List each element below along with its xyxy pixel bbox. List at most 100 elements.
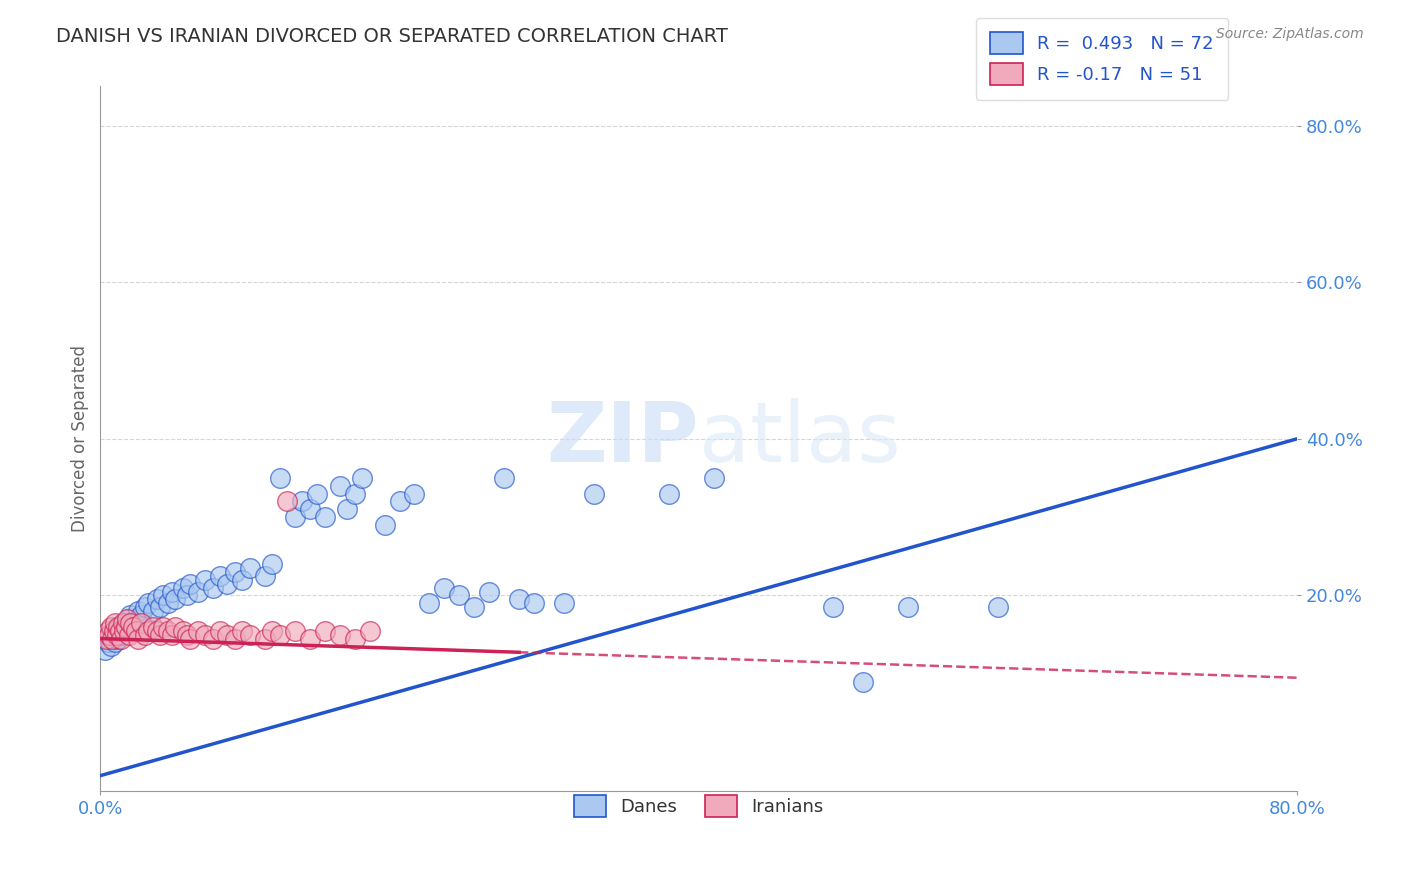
- Point: [110, 632, 132, 646]
- Point: [823, 600, 845, 615]
- Point: [897, 600, 920, 615]
- Point: [142, 604, 165, 618]
- Text: atlas: atlas: [699, 399, 900, 479]
- Point: [111, 627, 134, 641]
- Text: DANISH VS IRANIAN DIVORCED OR SEPARATED CORRELATION CHART: DANISH VS IRANIAN DIVORCED OR SEPARATED …: [56, 27, 728, 45]
- Point: [224, 632, 246, 646]
- Point: [136, 596, 159, 610]
- Legend: Danes, Iranians: Danes, Iranians: [567, 789, 831, 824]
- Point: [201, 632, 224, 646]
- Point: [253, 632, 276, 646]
- Point: [117, 612, 139, 626]
- Point: [112, 615, 135, 630]
- Point: [433, 581, 456, 595]
- Point: [120, 615, 142, 630]
- Point: [201, 581, 224, 595]
- Point: [176, 589, 198, 603]
- Point: [329, 479, 352, 493]
- Point: [284, 510, 307, 524]
- Point: [553, 596, 575, 610]
- Point: [239, 561, 262, 575]
- Point: [262, 557, 284, 571]
- Point: [107, 632, 129, 646]
- Point: [165, 620, 187, 634]
- Point: [269, 627, 291, 641]
- Point: [97, 635, 120, 649]
- Point: [134, 627, 156, 641]
- Point: [129, 615, 152, 630]
- Point: [494, 471, 516, 485]
- Point: [104, 635, 127, 649]
- Point: [127, 632, 149, 646]
- Point: [224, 565, 246, 579]
- Point: [103, 624, 125, 638]
- Point: [187, 584, 209, 599]
- Point: [103, 624, 125, 638]
- Point: [329, 627, 352, 641]
- Point: [253, 569, 276, 583]
- Point: [172, 624, 194, 638]
- Point: [388, 494, 411, 508]
- Point: [582, 486, 605, 500]
- Point: [463, 600, 485, 615]
- Point: [314, 510, 336, 524]
- Point: [217, 627, 239, 641]
- Point: [117, 620, 139, 634]
- Point: [101, 627, 124, 641]
- Point: [343, 632, 366, 646]
- Point: [107, 620, 129, 634]
- Point: [118, 612, 141, 626]
- Point: [194, 627, 217, 641]
- Text: Source: ZipAtlas.com: Source: ZipAtlas.com: [1216, 27, 1364, 41]
- Point: [352, 471, 374, 485]
- Y-axis label: Divorced or Separated: Divorced or Separated: [72, 345, 89, 533]
- Point: [120, 608, 142, 623]
- Point: [156, 596, 179, 610]
- Point: [298, 502, 321, 516]
- Point: [146, 592, 169, 607]
- Point: [658, 486, 681, 500]
- Point: [105, 620, 128, 634]
- Point: [122, 620, 145, 634]
- Point: [449, 589, 471, 603]
- Point: [134, 600, 156, 615]
- Point: [307, 486, 329, 500]
- Point: [987, 600, 1010, 615]
- Text: ZIP: ZIP: [546, 399, 699, 479]
- Point: [98, 632, 121, 646]
- Point: [703, 471, 725, 485]
- Point: [508, 592, 530, 607]
- Point: [129, 608, 152, 623]
- Point: [208, 569, 231, 583]
- Point: [404, 486, 426, 500]
- Point: [112, 624, 135, 638]
- Point: [291, 494, 314, 508]
- Point: [125, 624, 148, 638]
- Point: [359, 624, 381, 638]
- Point: [217, 576, 239, 591]
- Point: [118, 627, 141, 641]
- Point: [298, 632, 321, 646]
- Point: [314, 624, 336, 638]
- Point: [114, 620, 136, 634]
- Point: [105, 627, 128, 641]
- Point: [187, 624, 209, 638]
- Point: [374, 518, 396, 533]
- Point: [208, 624, 231, 638]
- Point: [152, 589, 174, 603]
- Point: [122, 615, 145, 630]
- Point: [269, 471, 291, 485]
- Point: [152, 620, 174, 634]
- Point: [418, 596, 440, 610]
- Point: [100, 640, 122, 654]
- Point: [100, 620, 122, 634]
- Point: [284, 624, 307, 638]
- Point: [160, 627, 183, 641]
- Point: [156, 624, 179, 638]
- Point: [98, 627, 121, 641]
- Point: [149, 600, 172, 615]
- Point: [239, 627, 262, 641]
- Point: [478, 584, 501, 599]
- Point: [149, 627, 172, 641]
- Point: [104, 615, 127, 630]
